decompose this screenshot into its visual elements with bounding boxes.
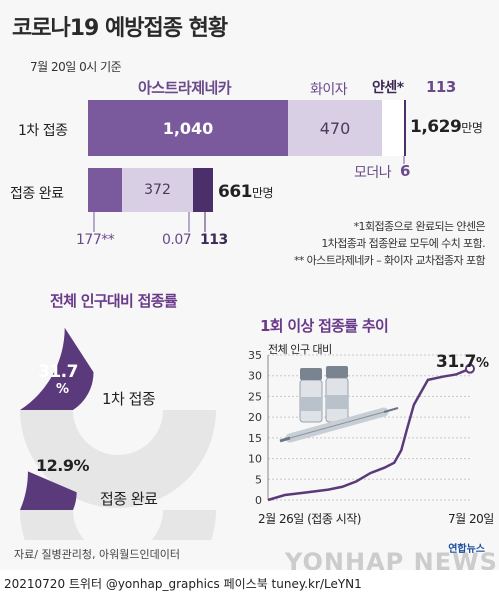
source-credit: 자료/ 질병관리청, 아워월드인데이터	[14, 548, 180, 561]
bar-first-pf: 470	[288, 100, 382, 156]
bar-done-pf: 372	[122, 168, 193, 212]
leader-lines	[93, 156, 405, 232]
trend-subtitle: 전체 인구 대비	[268, 343, 332, 356]
trend-y-tick: 5	[255, 473, 262, 486]
first-total-unit: 만명	[461, 121, 483, 135]
row-label-done: 접종 완료	[10, 186, 64, 202]
trend-y-tick: 20	[248, 411, 262, 424]
bar-done-pf-value: 372	[144, 182, 171, 198]
trend-end-number: 31.7	[436, 352, 476, 372]
trend-y-tick: 30	[248, 370, 262, 383]
trend-start-label: 2월 26일 (접종 시작)	[258, 512, 361, 526]
legend-md: 모더나	[354, 165, 392, 181]
legend-az: 아스트라제네카	[138, 79, 232, 97]
trend-y-tick: 0	[255, 494, 262, 507]
first-total-value: 1,629	[410, 117, 462, 137]
gauge-first-value: 31.7	[38, 362, 78, 382]
gauge-done-fill	[20, 471, 77, 510]
vaccine-vial-illustration	[299, 366, 349, 423]
gauge-first-unit: %	[56, 382, 69, 397]
trend-y-tick: 15	[248, 432, 262, 445]
bar-done-jn	[193, 168, 213, 212]
legend-pf: 화이자	[310, 82, 348, 98]
trend-y-tick: 10	[248, 453, 262, 466]
bar-first-az: 1,040	[88, 100, 288, 156]
gauge-done-label: 접종 완료	[100, 490, 158, 508]
gauge-first-background	[20, 410, 216, 508]
gauge-first-label: 1차 접종	[102, 390, 156, 408]
trend-end-label: 7월 20일	[448, 512, 494, 526]
reference-date: 7월 20일 0시 기준	[30, 60, 122, 74]
md-done-value: 0.07	[162, 232, 192, 248]
gauge-first-fill	[20, 327, 94, 410]
trend-line	[267, 367, 471, 502]
footnote-3: ** 아스트라제네카 – 화이자 교차접종자 포함	[293, 254, 486, 267]
gauge-done-background	[20, 510, 216, 540]
first-total: 1,629만명	[410, 117, 483, 137]
bar-first-md	[404, 100, 406, 156]
done-total: 661만명	[218, 182, 274, 202]
bar-first-az-value: 1,040	[162, 118, 214, 138]
footer: 20210720 트위터 @yonhap_graphics 페이스북 tuney…	[0, 570, 499, 596]
bar-first-pf-value: 470	[319, 118, 351, 138]
footnotes: *1회접종으로 완료되는 얀센은 1차접종과 접종완료 모두에 수치 포함. *…	[293, 218, 486, 269]
bar-first-jn	[382, 100, 404, 156]
az-done-value: 177**	[76, 232, 115, 248]
footer-text: 20210720 트위터 @yonhap_graphics 페이스북 tuney…	[4, 577, 362, 591]
jn-first-value: 113	[426, 78, 456, 96]
md-first-value: 6	[400, 162, 410, 180]
trend-y-tick: 25	[248, 390, 262, 403]
done-total-value: 661	[218, 182, 253, 202]
syringe-illustration	[279, 407, 399, 443]
jn-done-value: 113	[200, 232, 228, 248]
gauge-done-value: 12.9%	[36, 456, 90, 475]
yonhap-logo: 연합뉴스	[448, 544, 485, 555]
rate-section-title: 전체 인구대비 접종률	[50, 292, 178, 310]
trend-end-point	[465, 363, 475, 374]
footnote-1: *1회접종으로 완료되는 얀센은	[353, 220, 486, 233]
trend-y-tick: 35	[248, 349, 262, 362]
page-title: 코로나19 예방접종 현황	[12, 16, 228, 41]
legend-jn: 얀센*	[372, 80, 404, 96]
rate-gauges	[20, 327, 216, 540]
footnote-2: 1차접종과 접종완료 모두에 수치 포함.	[321, 237, 485, 250]
bar-done-az	[88, 168, 122, 212]
trend-end-unit: %	[475, 356, 489, 371]
trend-end-value: 31.7%	[436, 352, 489, 372]
row-label-first: 1차 접종	[18, 123, 68, 139]
trend-title: 1회 이상 접종률 추이	[260, 317, 389, 335]
done-total-unit: 만명	[252, 186, 274, 200]
